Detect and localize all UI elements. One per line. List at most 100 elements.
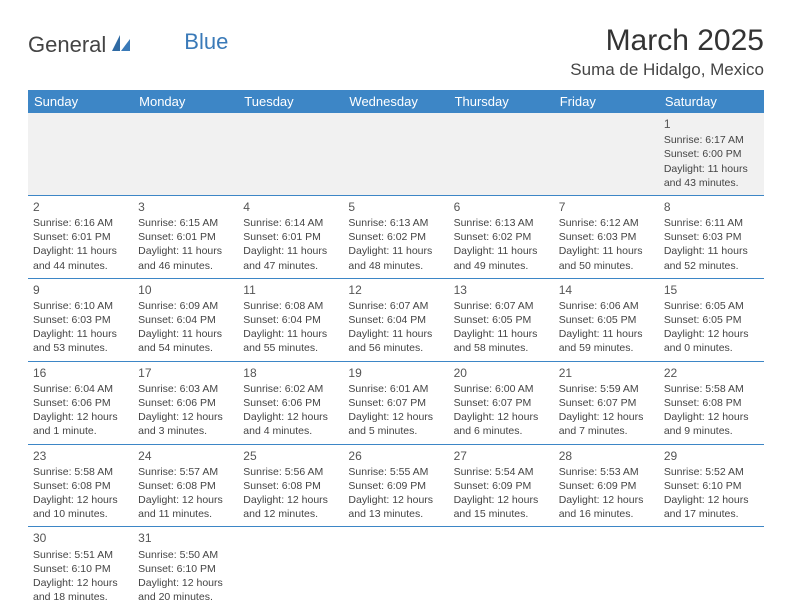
daylight-line: Daylight: 12 hours and 11 minutes. xyxy=(138,493,233,521)
sunrise-line: Sunrise: 5:50 AM xyxy=(138,548,233,562)
day-cell: 8Sunrise: 6:11 AMSunset: 6:03 PMDaylight… xyxy=(659,195,764,278)
sunset-line: Sunset: 6:05 PM xyxy=(559,313,654,327)
daylight-line: Daylight: 11 hours and 58 minutes. xyxy=(454,327,549,355)
day-cell xyxy=(449,527,554,609)
daylight-line: Daylight: 12 hours and 0 minutes. xyxy=(664,327,759,355)
sunrise-line: Sunrise: 6:10 AM xyxy=(33,299,128,313)
sunrise-line: Sunrise: 5:53 AM xyxy=(559,465,654,479)
day-number: 23 xyxy=(33,448,128,464)
sunset-line: Sunset: 6:07 PM xyxy=(559,396,654,410)
sunset-line: Sunset: 6:09 PM xyxy=(348,479,443,493)
sunrise-line: Sunrise: 6:17 AM xyxy=(664,133,759,147)
day-cell xyxy=(238,527,343,609)
sunrise-line: Sunrise: 6:05 AM xyxy=(664,299,759,313)
day-number: 27 xyxy=(454,448,549,464)
sunrise-line: Sunrise: 5:55 AM xyxy=(348,465,443,479)
sunset-line: Sunset: 6:04 PM xyxy=(243,313,338,327)
day-number: 21 xyxy=(559,365,654,381)
daylight-line: Daylight: 11 hours and 55 minutes. xyxy=(243,327,338,355)
sunrise-line: Sunrise: 6:06 AM xyxy=(559,299,654,313)
day-cell: 19Sunrise: 6:01 AMSunset: 6:07 PMDayligh… xyxy=(343,361,448,444)
day-header: Tuesday xyxy=(238,90,343,113)
day-cell: 10Sunrise: 6:09 AMSunset: 6:04 PMDayligh… xyxy=(133,278,238,361)
day-number: 6 xyxy=(454,199,549,215)
day-number: 15 xyxy=(664,282,759,298)
week-row: 9Sunrise: 6:10 AMSunset: 6:03 PMDaylight… xyxy=(28,278,764,361)
daylight-line: Daylight: 11 hours and 48 minutes. xyxy=(348,244,443,272)
day-cell: 1Sunrise: 6:17 AMSunset: 6:00 PMDaylight… xyxy=(659,113,764,195)
sunset-line: Sunset: 6:09 PM xyxy=(559,479,654,493)
sunset-line: Sunset: 6:09 PM xyxy=(454,479,549,493)
daylight-line: Daylight: 11 hours and 50 minutes. xyxy=(559,244,654,272)
day-header: Monday xyxy=(133,90,238,113)
day-number: 19 xyxy=(348,365,443,381)
daylight-line: Daylight: 12 hours and 7 minutes. xyxy=(559,410,654,438)
sunrise-line: Sunrise: 6:08 AM xyxy=(243,299,338,313)
day-number: 9 xyxy=(33,282,128,298)
day-cell xyxy=(238,113,343,195)
day-cell: 3Sunrise: 6:15 AMSunset: 6:01 PMDaylight… xyxy=(133,195,238,278)
day-number: 12 xyxy=(348,282,443,298)
sunset-line: Sunset: 6:10 PM xyxy=(138,562,233,576)
daylight-line: Daylight: 12 hours and 18 minutes. xyxy=(33,576,128,604)
sunset-line: Sunset: 6:04 PM xyxy=(138,313,233,327)
daylight-line: Daylight: 12 hours and 16 minutes. xyxy=(559,493,654,521)
day-number: 31 xyxy=(138,530,233,546)
sunrise-line: Sunrise: 6:07 AM xyxy=(454,299,549,313)
sunset-line: Sunset: 6:03 PM xyxy=(559,230,654,244)
sunset-line: Sunset: 6:01 PM xyxy=(243,230,338,244)
sunrise-line: Sunrise: 6:00 AM xyxy=(454,382,549,396)
daylight-line: Daylight: 11 hours and 43 minutes. xyxy=(664,162,759,190)
week-row: 2Sunrise: 6:16 AMSunset: 6:01 PMDaylight… xyxy=(28,195,764,278)
day-cell: 6Sunrise: 6:13 AMSunset: 6:02 PMDaylight… xyxy=(449,195,554,278)
day-cell xyxy=(554,527,659,609)
daylight-line: Daylight: 12 hours and 15 minutes. xyxy=(454,493,549,521)
sail-icon xyxy=(110,33,132,58)
daylight-line: Daylight: 12 hours and 20 minutes. xyxy=(138,576,233,604)
day-cell: 7Sunrise: 6:12 AMSunset: 6:03 PMDaylight… xyxy=(554,195,659,278)
sunset-line: Sunset: 6:02 PM xyxy=(348,230,443,244)
daylight-line: Daylight: 12 hours and 5 minutes. xyxy=(348,410,443,438)
sunrise-line: Sunrise: 6:01 AM xyxy=(348,382,443,396)
day-number: 24 xyxy=(138,448,233,464)
sunset-line: Sunset: 6:07 PM xyxy=(348,396,443,410)
sunset-line: Sunset: 6:10 PM xyxy=(33,562,128,576)
daylight-line: Daylight: 12 hours and 10 minutes. xyxy=(33,493,128,521)
sunrise-line: Sunrise: 6:04 AM xyxy=(33,382,128,396)
daylight-line: Daylight: 11 hours and 44 minutes. xyxy=(33,244,128,272)
day-number: 8 xyxy=(664,199,759,215)
sunrise-line: Sunrise: 6:13 AM xyxy=(348,216,443,230)
sunrise-line: Sunrise: 5:58 AM xyxy=(664,382,759,396)
sunrise-line: Sunrise: 6:07 AM xyxy=(348,299,443,313)
day-number: 13 xyxy=(454,282,549,298)
day-number: 4 xyxy=(243,199,338,215)
day-cell xyxy=(659,527,764,609)
daylight-line: Daylight: 12 hours and 6 minutes. xyxy=(454,410,549,438)
day-cell: 26Sunrise: 5:55 AMSunset: 6:09 PMDayligh… xyxy=(343,444,448,527)
daylight-line: Daylight: 11 hours and 53 minutes. xyxy=(33,327,128,355)
day-number: 22 xyxy=(664,365,759,381)
sunrise-line: Sunrise: 5:52 AM xyxy=(664,465,759,479)
day-cell: 22Sunrise: 5:58 AMSunset: 6:08 PMDayligh… xyxy=(659,361,764,444)
daylight-line: Daylight: 12 hours and 9 minutes. xyxy=(664,410,759,438)
calendar-table: SundayMondayTuesdayWednesdayThursdayFrid… xyxy=(28,90,764,609)
sunrise-line: Sunrise: 6:13 AM xyxy=(454,216,549,230)
daylight-line: Daylight: 12 hours and 1 minute. xyxy=(33,410,128,438)
day-cell: 12Sunrise: 6:07 AMSunset: 6:04 PMDayligh… xyxy=(343,278,448,361)
sunset-line: Sunset: 6:10 PM xyxy=(664,479,759,493)
sunrise-line: Sunrise: 5:56 AM xyxy=(243,465,338,479)
sunrise-line: Sunrise: 5:51 AM xyxy=(33,548,128,562)
sunrise-line: Sunrise: 6:14 AM xyxy=(243,216,338,230)
sunset-line: Sunset: 6:04 PM xyxy=(348,313,443,327)
day-number: 30 xyxy=(33,530,128,546)
sunrise-line: Sunrise: 5:58 AM xyxy=(33,465,128,479)
daylight-line: Daylight: 11 hours and 49 minutes. xyxy=(454,244,549,272)
day-header-row: SundayMondayTuesdayWednesdayThursdayFrid… xyxy=(28,90,764,113)
day-header: Saturday xyxy=(659,90,764,113)
sunrise-line: Sunrise: 6:16 AM xyxy=(33,216,128,230)
day-cell xyxy=(28,113,133,195)
sunset-line: Sunset: 6:06 PM xyxy=(138,396,233,410)
sunset-line: Sunset: 6:06 PM xyxy=(243,396,338,410)
daylight-line: Daylight: 11 hours and 47 minutes. xyxy=(243,244,338,272)
sunset-line: Sunset: 6:01 PM xyxy=(33,230,128,244)
